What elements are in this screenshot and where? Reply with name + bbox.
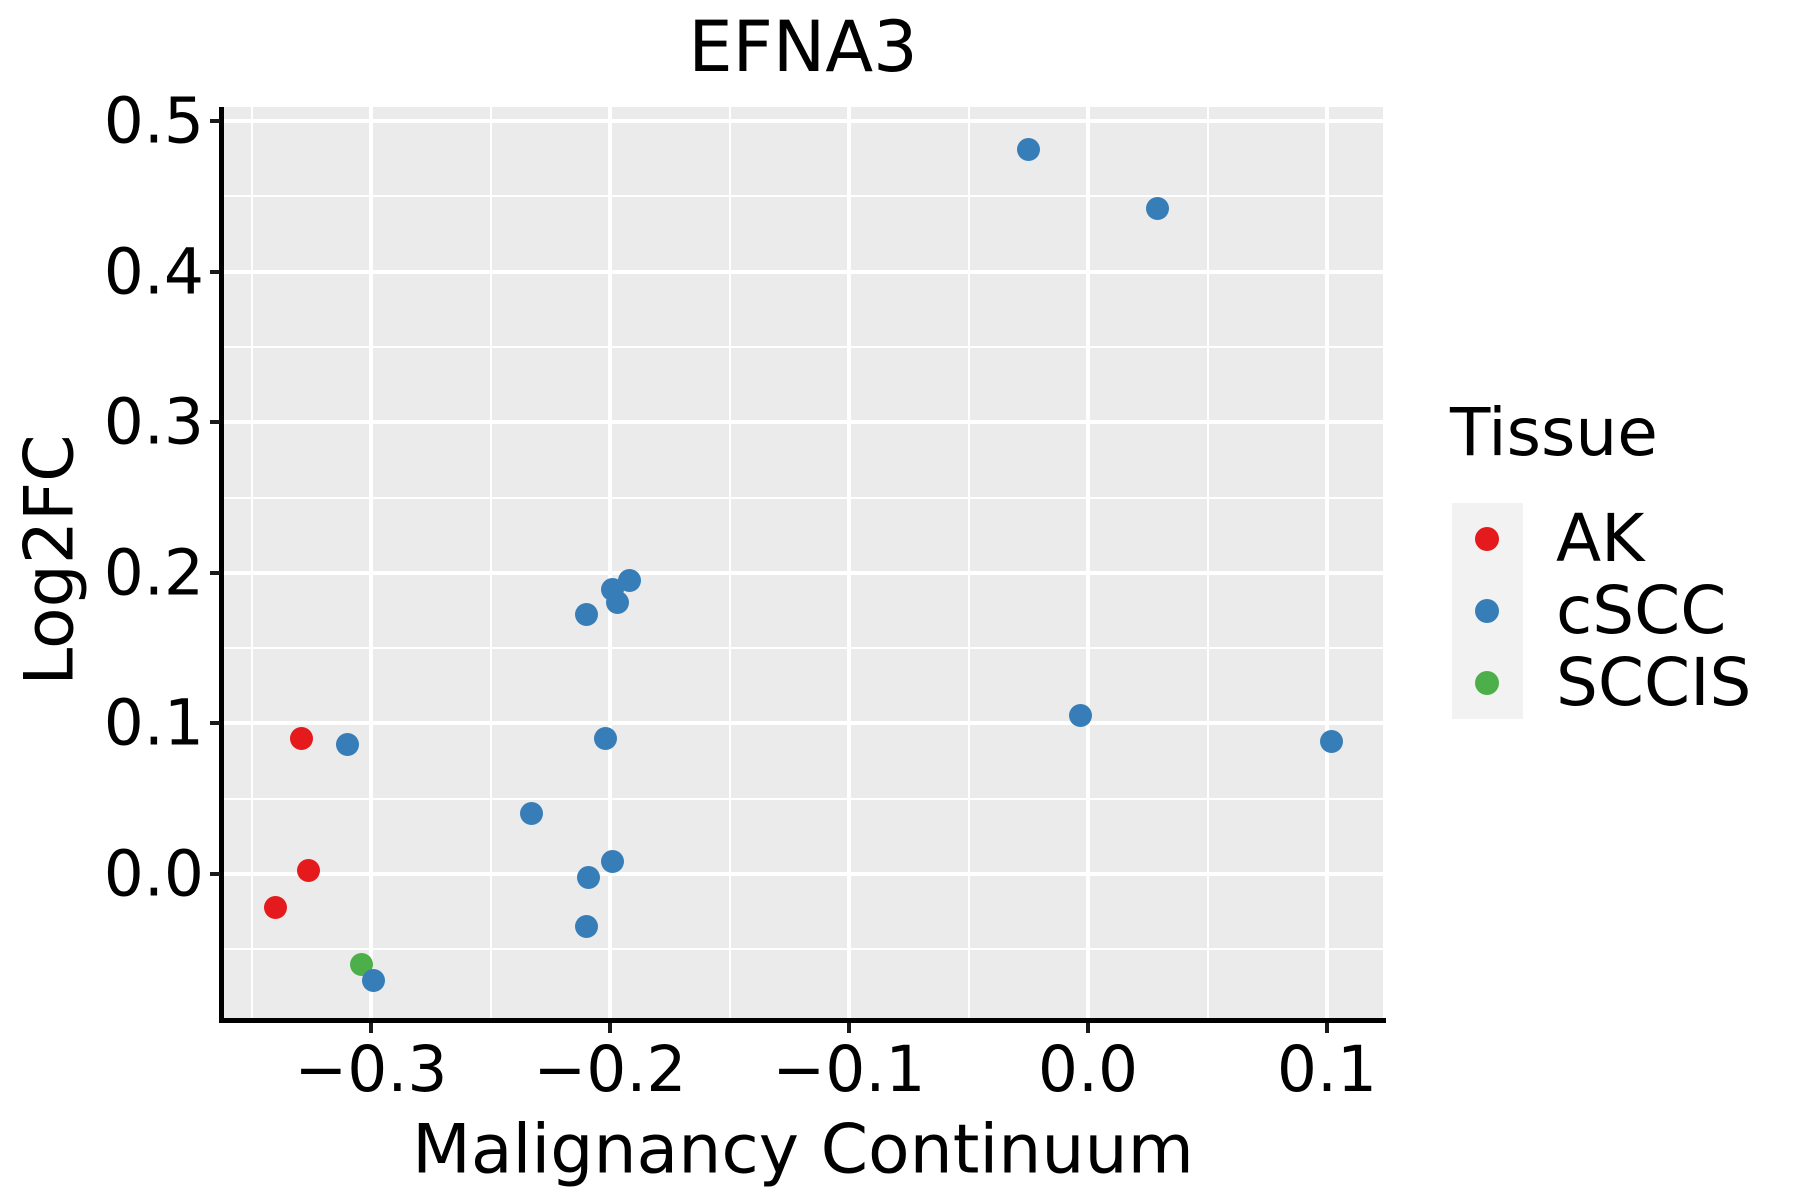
y-minor-gridline (223, 195, 1383, 198)
data-point-cSCC (519, 802, 543, 826)
data-point-AK (263, 895, 287, 919)
x-tick-label: −0.2 (533, 1033, 687, 1106)
legend-label-SCCIS: SCCIS (1556, 644, 1752, 721)
x-major-gridline (1325, 107, 1329, 1020)
x-tick-label: −0.3 (294, 1033, 448, 1106)
y-axis-title: Log2FC (10, 434, 90, 686)
x-major-gridline (369, 107, 373, 1020)
x-axis-title: Malignancy Continuum (412, 1110, 1194, 1190)
x-tick-mark (1086, 1023, 1090, 1033)
data-point-AK (290, 726, 314, 750)
data-point-cSCC (1069, 704, 1093, 728)
data-point-cSCC (335, 732, 359, 756)
x-minor-gridline (489, 107, 492, 1020)
data-point-cSCC (1145, 196, 1169, 220)
y-minor-gridline (223, 496, 1383, 499)
y-tick-mark (210, 119, 220, 123)
legend-dot-AK (1475, 527, 1499, 551)
x-tick-label: −0.1 (772, 1033, 926, 1106)
y-major-gridline (223, 721, 1383, 726)
x-major-gridline (608, 107, 612, 1020)
x-tick-mark (1325, 1023, 1329, 1033)
x-tick-mark (847, 1023, 851, 1033)
y-tick-label: 0.4 (103, 235, 204, 309)
x-minor-gridline (728, 107, 731, 1020)
x-tick-label: 0.1 (1276, 1033, 1378, 1106)
y-tick-mark (210, 872, 220, 876)
y-tick-mark (210, 570, 220, 575)
y-minor-gridline (223, 797, 1383, 800)
legend-dot-cSCC (1475, 599, 1499, 623)
data-point-cSCC (1320, 729, 1344, 753)
data-point-cSCC (361, 969, 385, 993)
data-point-AK (297, 859, 321, 883)
y-tick-label: 0.5 (103, 84, 204, 158)
y-tick-label: 0.3 (103, 385, 204, 459)
legend-title: Tissue (1450, 394, 1658, 471)
data-point-cSCC (574, 915, 598, 939)
y-minor-gridline (223, 345, 1383, 348)
y-major-gridline (223, 570, 1383, 575)
plot-title: EFNA3 (688, 6, 918, 88)
data-point-cSCC (600, 850, 624, 874)
legend-label-cSCC: cSCC (1556, 572, 1727, 649)
y-major-gridline (223, 420, 1383, 425)
y-tick-label: 0.0 (103, 837, 204, 911)
y-minor-gridline (223, 948, 1383, 951)
data-point-cSCC (617, 568, 641, 592)
data-point-cSCC (1016, 138, 1040, 162)
legend-label-AK: AK (1556, 500, 1645, 577)
x-major-gridline (847, 107, 851, 1020)
data-point-cSCC (593, 726, 617, 750)
y-major-gridline (223, 119, 1383, 123)
y-major-gridline (223, 872, 1383, 876)
y-tick-label: 0.2 (103, 536, 204, 610)
x-minor-gridline (1206, 107, 1209, 1020)
legend-dot-SCCIS (1475, 671, 1499, 695)
y-tick-label: 0.1 (103, 686, 204, 760)
x-tick-mark (608, 1023, 612, 1033)
x-tick-label: 0.0 (1037, 1033, 1139, 1106)
x-minor-gridline (250, 107, 253, 1020)
y-tick-mark (210, 269, 220, 274)
x-minor-gridline (967, 107, 970, 1020)
x-major-gridline (1086, 107, 1090, 1020)
x-axis-line (219, 1018, 1386, 1023)
y-minor-gridline (223, 647, 1383, 650)
x-tick-mark (369, 1023, 373, 1033)
y-axis-line (219, 107, 224, 1023)
data-point-cSCC (574, 603, 598, 627)
y-tick-mark (210, 420, 220, 425)
data-point-cSCC (576, 865, 600, 889)
plot-panel (223, 107, 1383, 1020)
y-tick-mark (210, 721, 220, 726)
y-major-gridline (223, 269, 1383, 274)
